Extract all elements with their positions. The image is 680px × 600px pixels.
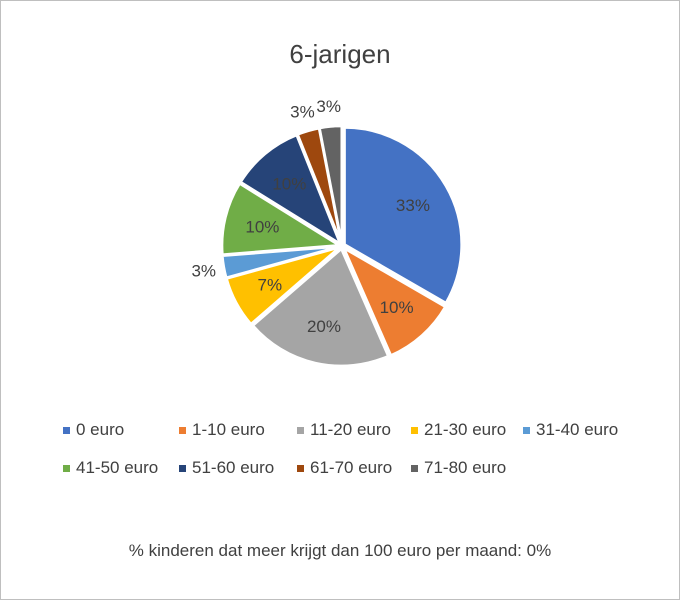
data-label-5: 10% <box>245 218 279 237</box>
legend-label: 61-70 euro <box>310 458 393 477</box>
legend-swatch <box>297 426 304 434</box>
legend-item-4: 31-40 euro <box>523 420 618 440</box>
legend-label: 21-30 euro <box>424 420 507 439</box>
legend-swatch <box>523 426 530 434</box>
legend-label: 0 euro <box>76 420 125 439</box>
legend-swatch <box>297 464 304 472</box>
legend-label: 71-80 euro <box>424 458 507 477</box>
data-label-7: 3% <box>290 102 315 121</box>
data-label-6: 10% <box>272 174 306 193</box>
legend-label: 1-10 euro <box>192 420 265 439</box>
legend-item-3: 21-30 euro <box>411 420 506 440</box>
legend-label: 31-40 euro <box>536 420 619 439</box>
legend-swatch <box>179 464 186 472</box>
pie-slice-5 <box>220 181 343 256</box>
legend-item-6: 51-60 euro <box>179 458 274 478</box>
pie-slice-1 <box>341 245 448 358</box>
data-label-4: 3% <box>191 261 216 280</box>
pie-slice-8 <box>318 124 343 244</box>
data-label-0: 33% <box>396 196 430 215</box>
pie-slice-0 <box>343 126 463 305</box>
legend-item-5: 41-50 euro <box>63 458 158 478</box>
legend-item-1: 1-10 euro <box>179 420 265 440</box>
data-label-1: 10% <box>380 298 414 317</box>
legend-label: 11-20 euro <box>310 420 391 439</box>
legend-swatch <box>411 426 418 434</box>
data-label-3: 7% <box>258 276 283 295</box>
footnote: % kinderen dat meer krijgt dan 100 euro … <box>128 541 552 560</box>
legend-swatch <box>63 464 70 472</box>
legend-label: 41-50 euro <box>76 458 159 477</box>
pie-slice-6 <box>238 133 343 247</box>
legend-label: 51-60 euro <box>192 458 275 477</box>
legend-swatch <box>411 464 418 472</box>
legend-item-2: 11-20 euro <box>297 420 391 440</box>
data-label-2: 20% <box>307 317 341 336</box>
legend-item-0: 0 euro <box>63 420 124 440</box>
pie-slice-2 <box>251 246 390 368</box>
data-label-8: 3% <box>316 97 341 116</box>
chart-title: 6-jarigen <box>289 39 391 69</box>
legend-swatch <box>179 426 186 434</box>
legend-item-7: 61-70 euro <box>297 458 392 478</box>
legend-item-8: 71-80 euro <box>411 458 506 478</box>
legend-swatch <box>63 426 70 434</box>
